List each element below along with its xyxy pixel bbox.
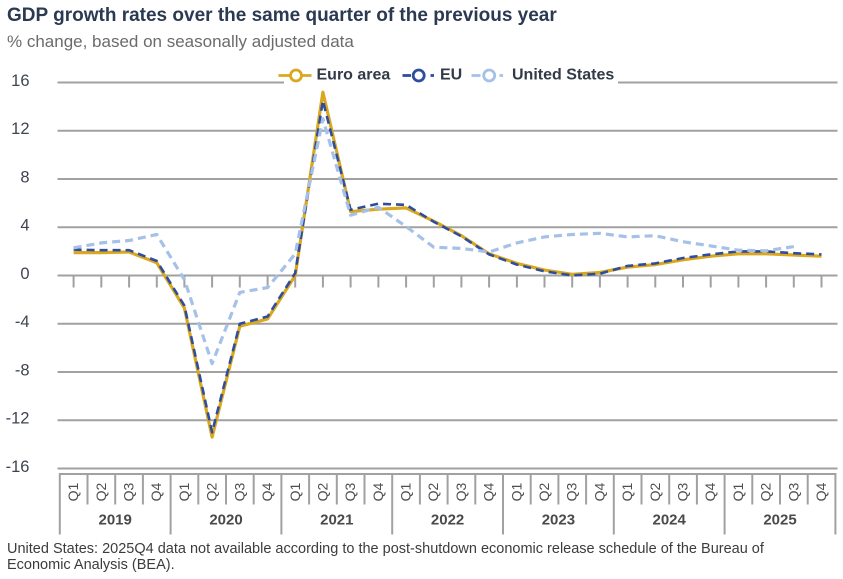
svg-text:-16: -16 xyxy=(6,458,30,476)
svg-text:4: 4 xyxy=(20,217,29,235)
svg-text:-12: -12 xyxy=(6,410,30,428)
svg-text:Q4: Q4 xyxy=(259,482,275,501)
svg-text:-8: -8 xyxy=(15,361,30,379)
svg-text:Q2: Q2 xyxy=(314,482,330,501)
svg-text:2025: 2025 xyxy=(763,512,796,529)
svg-text:Q4: Q4 xyxy=(813,482,829,501)
svg-text:Q2: Q2 xyxy=(204,482,220,501)
svg-text:Q2: Q2 xyxy=(536,482,552,501)
svg-text:Q2: Q2 xyxy=(758,482,774,501)
svg-text:2019: 2019 xyxy=(99,512,132,529)
svg-text:Q4: Q4 xyxy=(148,482,164,501)
svg-text:12: 12 xyxy=(11,120,29,138)
svg-text:Q4: Q4 xyxy=(370,482,386,501)
svg-text:Q1: Q1 xyxy=(619,482,635,501)
svg-text:Q3: Q3 xyxy=(121,482,137,501)
svg-text:16: 16 xyxy=(11,72,29,90)
svg-text:Q2: Q2 xyxy=(425,482,441,501)
svg-text:Q3: Q3 xyxy=(231,482,247,501)
svg-text:Q4: Q4 xyxy=(481,482,497,501)
svg-text:Q1: Q1 xyxy=(508,482,524,501)
svg-text:2023: 2023 xyxy=(542,512,575,529)
svg-text:Q2: Q2 xyxy=(93,482,109,501)
svg-text:Q3: Q3 xyxy=(785,482,801,501)
svg-text:Q3: Q3 xyxy=(342,482,358,501)
svg-text:Q2: Q2 xyxy=(647,482,663,501)
svg-text:Q1: Q1 xyxy=(176,482,192,501)
svg-text:Q1: Q1 xyxy=(730,482,746,501)
svg-text:Q1: Q1 xyxy=(398,482,414,501)
svg-text:EU: EU xyxy=(440,67,462,84)
svg-text:Q4: Q4 xyxy=(702,482,718,501)
svg-text:Q1: Q1 xyxy=(65,482,81,501)
svg-text:Q3: Q3 xyxy=(675,482,691,501)
svg-text:2022: 2022 xyxy=(431,512,464,529)
svg-text:-4: -4 xyxy=(15,313,30,331)
svg-text:Euro area: Euro area xyxy=(317,67,391,84)
svg-text:Q4: Q4 xyxy=(591,482,607,501)
svg-text:2024: 2024 xyxy=(653,512,687,529)
svg-text:2021: 2021 xyxy=(320,512,353,529)
svg-text:Q3: Q3 xyxy=(453,482,469,501)
svg-text:8: 8 xyxy=(20,168,29,186)
svg-text:United States: United States xyxy=(512,67,614,84)
svg-text:Q1: Q1 xyxy=(287,482,303,501)
svg-text:0: 0 xyxy=(20,265,29,283)
svg-text:Q3: Q3 xyxy=(564,482,580,501)
svg-text:2020: 2020 xyxy=(209,512,242,529)
